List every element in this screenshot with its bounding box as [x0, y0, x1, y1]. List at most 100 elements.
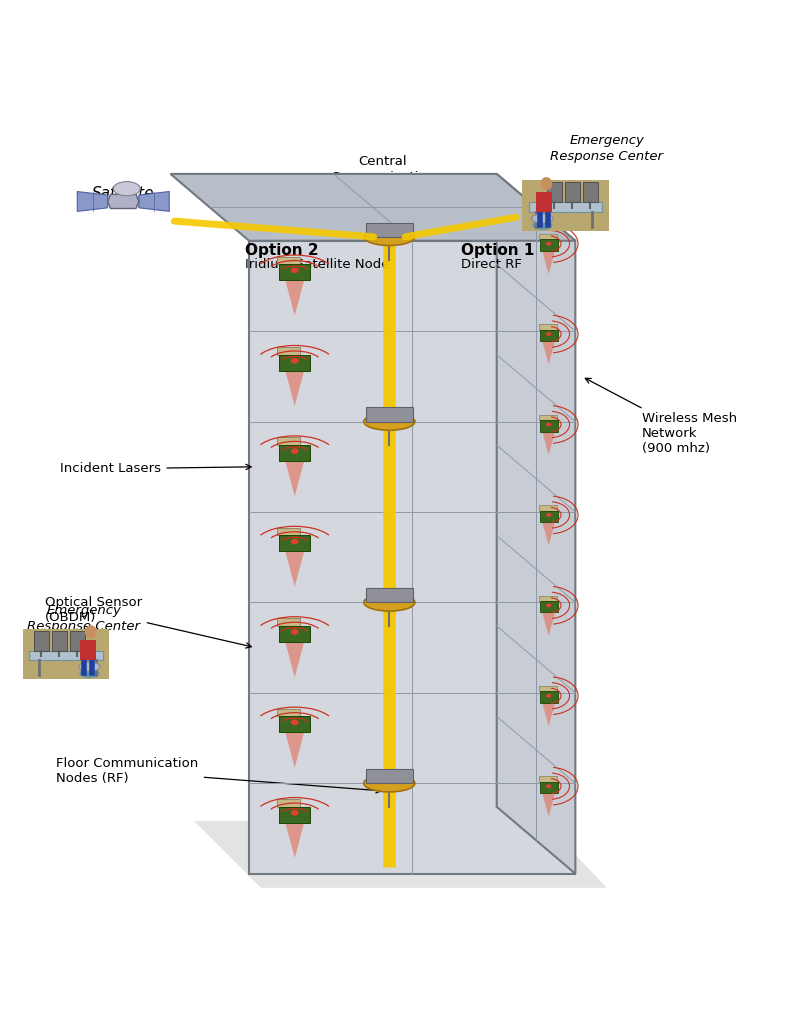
Polygon shape [540, 420, 559, 431]
Polygon shape [542, 251, 555, 274]
Text: Floor Communication
Nodes (RF): Floor Communication Nodes (RF) [57, 758, 381, 793]
Polygon shape [366, 408, 413, 422]
Polygon shape [540, 505, 558, 511]
Polygon shape [522, 180, 609, 230]
Polygon shape [278, 257, 300, 264]
Ellipse shape [291, 810, 299, 816]
Polygon shape [194, 821, 607, 888]
Polygon shape [70, 631, 84, 650]
Polygon shape [540, 240, 559, 251]
Ellipse shape [540, 177, 552, 190]
Polygon shape [139, 191, 170, 211]
Polygon shape [286, 732, 305, 768]
Polygon shape [249, 241, 575, 873]
Polygon shape [107, 195, 139, 209]
Polygon shape [497, 174, 575, 873]
Text: Wireless Mesh
Network
(900 mhz): Wireless Mesh Network (900 mhz) [585, 378, 737, 455]
Ellipse shape [291, 720, 299, 725]
Polygon shape [540, 596, 558, 601]
Polygon shape [542, 522, 555, 546]
Ellipse shape [533, 220, 552, 229]
Polygon shape [547, 182, 562, 203]
Polygon shape [80, 640, 96, 659]
Ellipse shape [114, 181, 140, 196]
Polygon shape [286, 371, 305, 407]
Polygon shape [366, 222, 413, 237]
Polygon shape [540, 782, 559, 794]
Ellipse shape [532, 214, 553, 223]
Polygon shape [542, 431, 555, 455]
Text: Iridium Satellite Node: Iridium Satellite Node [245, 258, 390, 270]
Polygon shape [52, 631, 67, 650]
Polygon shape [34, 631, 49, 650]
Ellipse shape [364, 228, 415, 246]
Polygon shape [278, 528, 300, 536]
Polygon shape [278, 437, 300, 445]
Ellipse shape [546, 423, 552, 427]
Polygon shape [540, 601, 559, 612]
Polygon shape [286, 281, 305, 315]
Ellipse shape [84, 626, 97, 639]
Polygon shape [279, 626, 310, 642]
Text: Optical Sensor
(OBDM): Optical Sensor (OBDM) [45, 596, 251, 648]
Text: Option 2: Option 2 [245, 244, 319, 258]
Ellipse shape [364, 774, 415, 792]
Polygon shape [540, 691, 559, 702]
Polygon shape [279, 354, 310, 371]
Polygon shape [540, 686, 558, 691]
Polygon shape [529, 203, 603, 212]
Polygon shape [170, 174, 575, 241]
Polygon shape [583, 182, 598, 203]
Polygon shape [278, 618, 300, 626]
Ellipse shape [364, 413, 415, 430]
Text: Emergency
Response Center: Emergency Response Center [28, 603, 140, 633]
Polygon shape [540, 330, 559, 341]
Ellipse shape [291, 267, 299, 273]
Polygon shape [542, 702, 555, 726]
Polygon shape [542, 341, 555, 365]
Polygon shape [540, 325, 558, 330]
Text: Option 1: Option 1 [462, 244, 535, 258]
Ellipse shape [79, 662, 100, 672]
Polygon shape [565, 182, 580, 203]
Polygon shape [279, 807, 310, 822]
Text: Emergency
Response Center: Emergency Response Center [550, 134, 664, 163]
Ellipse shape [546, 513, 552, 517]
Polygon shape [542, 794, 555, 816]
Polygon shape [23, 629, 110, 679]
Ellipse shape [546, 242, 552, 246]
Polygon shape [540, 776, 558, 782]
Polygon shape [278, 347, 300, 354]
Text: Direct RF: Direct RF [462, 258, 522, 270]
Polygon shape [536, 191, 552, 212]
Polygon shape [278, 799, 300, 807]
Polygon shape [286, 461, 305, 497]
Polygon shape [77, 191, 107, 211]
Polygon shape [279, 264, 310, 281]
Ellipse shape [291, 539, 299, 545]
Polygon shape [279, 716, 310, 732]
Text: Central
Communication
Node: Central Communication Node [331, 156, 436, 201]
Ellipse shape [546, 603, 552, 607]
Polygon shape [540, 511, 559, 522]
Polygon shape [29, 650, 103, 659]
Text: Satellite: Satellite [92, 186, 155, 202]
Polygon shape [540, 234, 558, 240]
Ellipse shape [546, 332, 552, 336]
Ellipse shape [291, 629, 299, 635]
Polygon shape [279, 536, 310, 552]
Ellipse shape [80, 669, 99, 678]
Ellipse shape [546, 693, 552, 697]
Polygon shape [542, 612, 555, 636]
Polygon shape [279, 445, 310, 461]
Ellipse shape [291, 449, 299, 454]
Polygon shape [286, 822, 305, 858]
Ellipse shape [364, 594, 415, 611]
Polygon shape [286, 642, 305, 677]
Polygon shape [366, 769, 413, 783]
Text: Incident Lasers: Incident Lasers [60, 462, 251, 475]
Polygon shape [278, 709, 300, 716]
Polygon shape [286, 552, 305, 587]
Ellipse shape [546, 784, 552, 788]
Polygon shape [540, 415, 558, 420]
